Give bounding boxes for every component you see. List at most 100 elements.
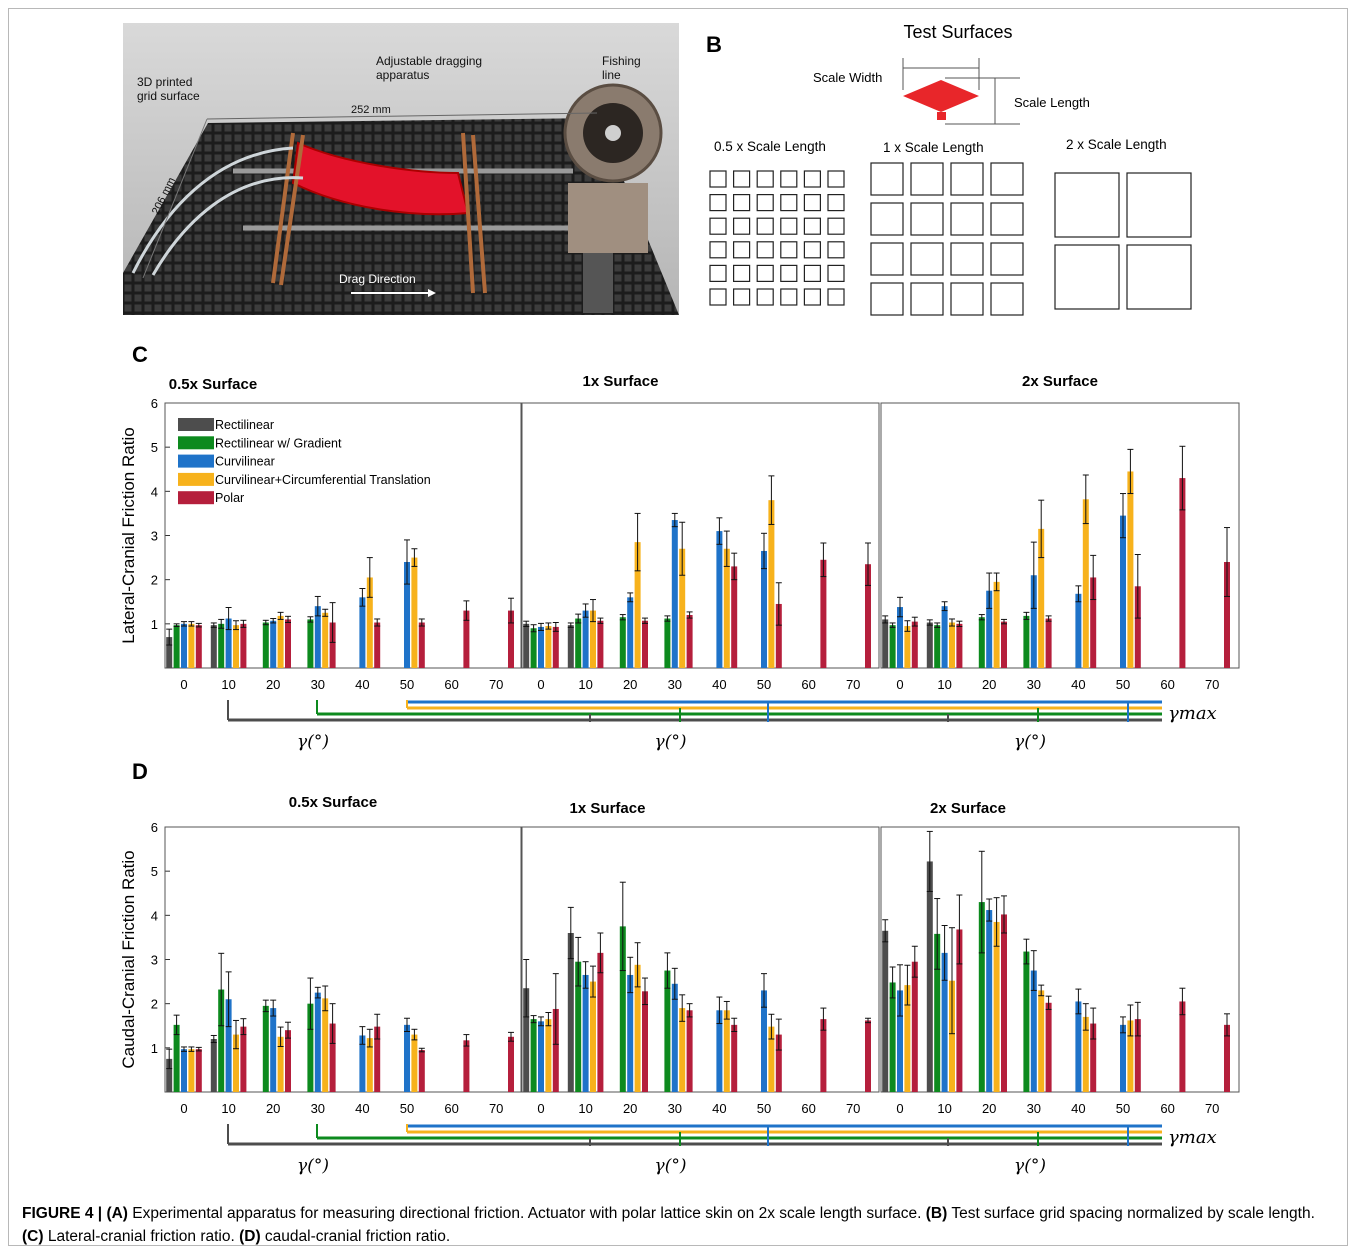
bar: [1179, 1001, 1186, 1092]
x-tick-label: 50: [757, 677, 771, 692]
x-tick-label: 40: [355, 1101, 369, 1116]
caption-part-label: (D): [239, 1228, 261, 1245]
bar: [1134, 586, 1141, 668]
panel-letter-c: C: [132, 342, 148, 367]
bar: [374, 622, 381, 668]
panel-letter-d: D: [132, 759, 148, 784]
bar: [897, 607, 903, 668]
x-axis-label: γ(°): [655, 1156, 687, 1176]
bar: [926, 622, 933, 668]
grid-cell: [827, 194, 845, 212]
x-axis-label: γ(°): [297, 1156, 329, 1176]
bar: [411, 557, 418, 668]
bar: [1082, 1016, 1089, 1092]
bar: [173, 625, 180, 668]
legend-swatch: [178, 472, 214, 486]
grid-cell: [709, 264, 727, 282]
bar: [642, 991, 648, 1092]
apparatus-illustration: [123, 23, 679, 315]
bar: [307, 1003, 314, 1092]
x-tick-label: 30: [668, 677, 682, 692]
caption-part-label: (A): [106, 1205, 128, 1222]
bar: [934, 625, 941, 668]
bar: [978, 617, 985, 668]
bar: [597, 620, 604, 668]
bar: [314, 606, 321, 668]
grid-cell: [827, 241, 845, 259]
subplot-title: 1x Surface: [583, 373, 659, 390]
grid-cell: [990, 282, 1024, 316]
subplot-title: 1x Surface: [570, 800, 646, 817]
y-tick-label: 5: [151, 864, 158, 879]
grid-cell: [732, 217, 751, 235]
bar: [552, 1008, 559, 1092]
x-tick-label: 30: [1027, 1101, 1041, 1116]
grid-surface-label: 3D printed grid surface: [137, 75, 200, 103]
bar: [285, 619, 291, 668]
bar: [545, 1019, 552, 1092]
grid-cell: [870, 162, 904, 196]
bar: [538, 1021, 544, 1092]
grid-cell: [910, 242, 944, 276]
grid-cell: [870, 202, 904, 236]
bar: [404, 1024, 410, 1092]
bar: [1082, 499, 1089, 668]
bar: [359, 1035, 366, 1092]
subplot-frame: [164, 402, 522, 669]
grid-cell: [870, 282, 904, 316]
grid-cell: [709, 194, 727, 212]
x-tick-label: 40: [1071, 1101, 1085, 1116]
grid-cell: [780, 288, 798, 306]
caption-part-text: Lateral-cranial friction ratio.: [43, 1228, 240, 1245]
grid-cell: [709, 288, 727, 306]
x-tick-label: 20: [266, 677, 280, 692]
grid-cell: [990, 242, 1024, 276]
bar: [218, 623, 225, 668]
bar: [934, 933, 941, 1092]
x-tick-label: 70: [846, 1101, 860, 1116]
bar: [865, 1020, 871, 1092]
y-tick-label: 3: [151, 953, 158, 968]
bar: [463, 610, 470, 668]
bar: [731, 1024, 738, 1092]
grid-cell: [803, 194, 822, 212]
bar: [597, 952, 604, 1092]
bar: [1134, 1019, 1141, 1092]
bar: [210, 1039, 217, 1092]
bar: [716, 1010, 723, 1092]
legend-label: Rectilinear w/ Gradient: [215, 436, 342, 450]
grid-cell: [756, 170, 774, 188]
bar: [590, 610, 596, 668]
bar: [865, 564, 871, 668]
x-tick-label: 60: [1160, 1101, 1174, 1116]
caption-label: FIGURE 4 |: [22, 1205, 107, 1222]
subplot-title: 2x Surface: [1022, 373, 1098, 390]
bar: [761, 550, 767, 668]
bar: [233, 625, 239, 668]
grid-cell: [990, 202, 1024, 236]
x-tick-label: 10: [937, 1101, 951, 1116]
subplot-frame: [164, 826, 522, 1093]
bar: [986, 910, 993, 1092]
grid-cell: [780, 241, 798, 259]
y-tick-label: 4: [151, 908, 158, 923]
caption-part-text: Experimental apparatus for measuring dir…: [127, 1205, 926, 1222]
grid-cell: [803, 288, 822, 306]
grid-cell: [732, 288, 751, 306]
width-label: 252 mm: [351, 104, 391, 116]
x-tick-label: 60: [444, 1101, 458, 1116]
legend-swatch: [178, 491, 214, 505]
bar: [530, 628, 537, 668]
legend-label: Curvilinear: [215, 455, 275, 469]
bar: [926, 861, 933, 1092]
bar: [240, 1026, 247, 1092]
grid-cell: [803, 264, 822, 282]
x-tick-label: 0: [896, 677, 903, 692]
bar: [166, 637, 173, 668]
y-tick-label: 1: [151, 1041, 158, 1056]
bar: [329, 622, 336, 668]
bar: [277, 615, 284, 668]
legend-swatch: [178, 454, 214, 468]
x-tick-label: 70: [489, 1101, 503, 1116]
x-tick-label: 30: [668, 1101, 682, 1116]
